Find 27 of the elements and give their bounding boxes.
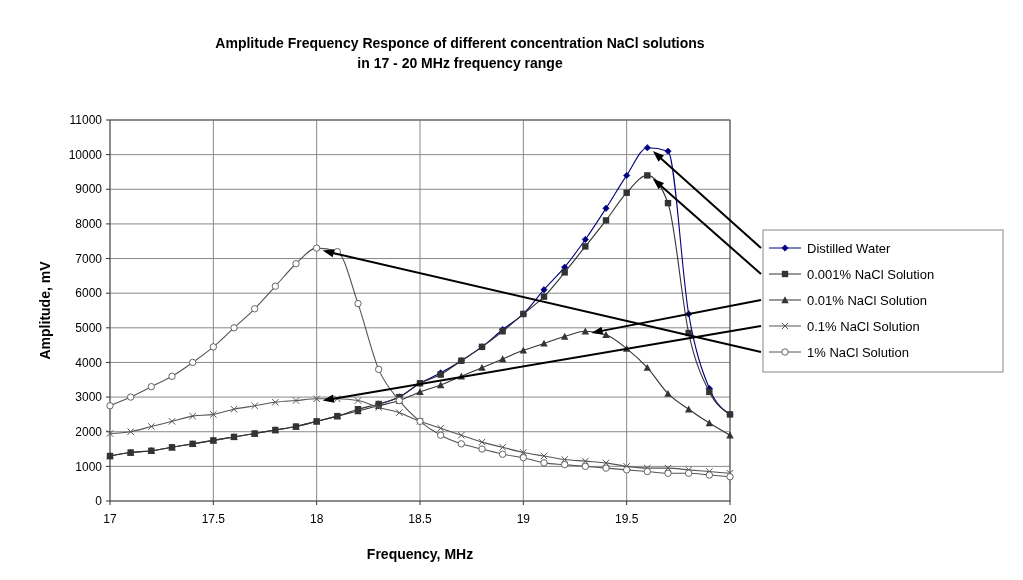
y-tick-label: 8000 [75, 217, 103, 232]
x-tick-label: 17 [103, 512, 117, 526]
x-axis-title: Frequency, MHz [366, 546, 474, 562]
chart-title: Amplitude Frequency Responce of different concentration NaCl solutions in 17 - 20 MHz frequency range [215, 35, 705, 71]
y-tick-label: 11000 [69, 113, 103, 128]
x-tick-label: 18.5 [408, 512, 432, 526]
y-tick-label: 10000 [68, 147, 103, 162]
y-tick-label: 6000 [75, 286, 103, 301]
x-tick-label: 17.5 [201, 512, 226, 526]
y-tick-label: 4000 [75, 355, 103, 370]
legend-label: 0.01% NaCl Solution [807, 292, 927, 308]
legend-label: Distilled Water [807, 240, 891, 256]
y-tick-label: 0 [95, 494, 103, 509]
y-tick-label: 2000 [75, 424, 103, 439]
legend-label: 0.001% NaCl Solution [807, 266, 935, 282]
legend-label: 0.1% NaCl Solution [807, 318, 920, 334]
x-tick-label: 19 [516, 512, 531, 526]
y-axis-title: Amplitude, mV [37, 260, 53, 360]
y-tick-label: 1000 [75, 459, 103, 474]
y-tick-label: 3000 [75, 390, 103, 405]
legend-label: 1% NaCl Solution [807, 344, 909, 360]
x-tick-label: 20 [723, 512, 737, 526]
y-tick-label: 5000 [75, 321, 103, 336]
y-tick-label: 9000 [75, 182, 103, 197]
y-tick-label: 7000 [75, 251, 103, 266]
x-tick-label: 19.5 [614, 512, 639, 526]
x-tick-label: 18 [309, 512, 324, 526]
